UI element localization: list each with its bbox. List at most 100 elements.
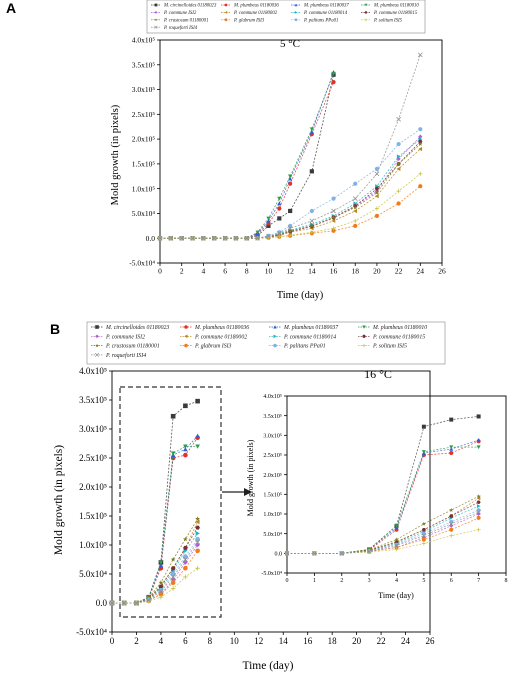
y-tick-label: 5.0x10⁴ <box>79 569 107 579</box>
legend-label: M. plumbeus 01180010 <box>373 4 419 9</box>
marker-shape <box>294 11 298 14</box>
legend-marker <box>154 3 158 7</box>
marker-shape <box>288 208 293 214</box>
data-point <box>195 433 200 438</box>
marker-shape <box>170 451 176 456</box>
legend-marker <box>95 325 99 329</box>
x-tick-label: 7 <box>477 578 480 584</box>
marker-shape <box>183 403 188 409</box>
marker-shape <box>277 230 282 235</box>
panel-a-ylabel: Mold growth (in pixels) <box>110 104 121 205</box>
marker-shape <box>396 166 401 171</box>
marker-shape <box>170 413 176 419</box>
legend-marker <box>364 3 368 7</box>
legend-label: P. commune 01180015 <box>372 334 425 340</box>
data-point <box>418 127 423 132</box>
marker-shape <box>476 445 481 450</box>
legend-label: P. commune 01180002 <box>194 334 247 340</box>
marker-shape <box>449 523 454 528</box>
panel-b-xlabel: Time (day) <box>242 660 293 672</box>
marker-shape <box>353 181 358 186</box>
data-point <box>374 171 380 177</box>
marker-shape <box>183 444 188 449</box>
data-point <box>374 186 380 191</box>
y-tick-label: 2.0x10⁵ <box>263 473 282 479</box>
marker-shape <box>277 201 282 206</box>
y-tick-label: 4.0x10⁵ <box>79 366 107 376</box>
legend-marker <box>184 343 188 348</box>
legend-marker <box>294 11 298 14</box>
x-tick-label: 4 <box>395 578 398 584</box>
x-tick-label: 14 <box>308 267 316 276</box>
marker-shape <box>421 424 426 429</box>
marker-shape <box>421 528 426 532</box>
data-point <box>170 586 176 591</box>
series-line <box>160 74 334 239</box>
data-point <box>183 403 188 409</box>
marker-shape <box>476 414 481 419</box>
marker-shape <box>331 218 336 223</box>
series-line <box>287 440 479 554</box>
data-point <box>476 414 481 419</box>
x-tick-label: 10 <box>230 636 240 646</box>
data-point <box>396 116 401 122</box>
y-tick-label: 0.0 <box>275 551 283 557</box>
series-m-plumbeus-01180036 <box>285 439 481 556</box>
marker-shape <box>396 141 401 147</box>
data-point <box>449 417 454 422</box>
marker-shape <box>476 500 481 504</box>
marker-shape <box>294 3 298 7</box>
data-point <box>158 584 164 589</box>
data-point <box>353 181 358 186</box>
data-point <box>222 235 228 241</box>
marker-shape <box>394 524 399 528</box>
marker-shape <box>288 181 293 186</box>
marker-shape <box>158 592 164 597</box>
series-line <box>287 511 479 554</box>
marker-shape <box>146 597 152 603</box>
legend-entry-p-commune-01180014: P. commune 01180014 <box>269 333 336 340</box>
x-tick-label: 4 <box>202 267 206 276</box>
series-m-plumbeus-01180037 <box>157 70 336 241</box>
marker-shape <box>266 233 271 239</box>
y-tick-label: 1.0x10⁵ <box>263 512 282 518</box>
data-point <box>309 230 314 235</box>
marker-shape <box>224 11 228 14</box>
data-point <box>449 445 454 450</box>
data-point <box>394 524 399 528</box>
data-point <box>195 536 200 542</box>
data-point <box>417 52 423 58</box>
marker-shape <box>195 536 200 542</box>
data-point <box>158 580 164 585</box>
marker-shape <box>374 213 380 219</box>
legend-label: P. glabrum ISI3 <box>233 18 265 23</box>
series-line <box>112 541 198 604</box>
legend-marker <box>364 18 368 22</box>
data-point <box>421 528 426 532</box>
data-point <box>170 574 176 580</box>
marker-shape <box>195 539 201 545</box>
x-tick-label: 10 <box>265 267 273 276</box>
marker-shape <box>266 223 271 228</box>
legend-label: M. plumbeus 01180037 <box>283 325 339 331</box>
marker-shape <box>331 208 336 214</box>
legend-entry-p-commune-01180002: P. commune 01180002 <box>180 334 247 340</box>
marker-shape <box>277 196 282 201</box>
marker-shape <box>158 584 164 589</box>
legend-entry-p-crustosum-01180001: P. crustosum 01180001 <box>151 18 208 23</box>
marker-shape <box>476 508 481 513</box>
legend-label: M. circinelloides 01180023 <box>105 325 169 331</box>
legend-marker <box>95 334 99 339</box>
series-line <box>160 141 421 239</box>
data-point <box>233 235 239 241</box>
legend-marker <box>273 334 277 339</box>
marker-shape <box>331 215 336 220</box>
y-tick-label: 2.0x10⁵ <box>79 482 107 492</box>
legend-label: P. commune 01180002 <box>233 11 278 16</box>
x-tick-label: 2 <box>180 267 184 276</box>
x-tick-label: 2 <box>134 636 139 646</box>
legend-entry-p-commune-01180014: P. commune 01180014 <box>291 11 348 16</box>
data-point <box>121 600 127 606</box>
marker-shape <box>183 452 188 458</box>
marker-shape <box>183 565 188 571</box>
